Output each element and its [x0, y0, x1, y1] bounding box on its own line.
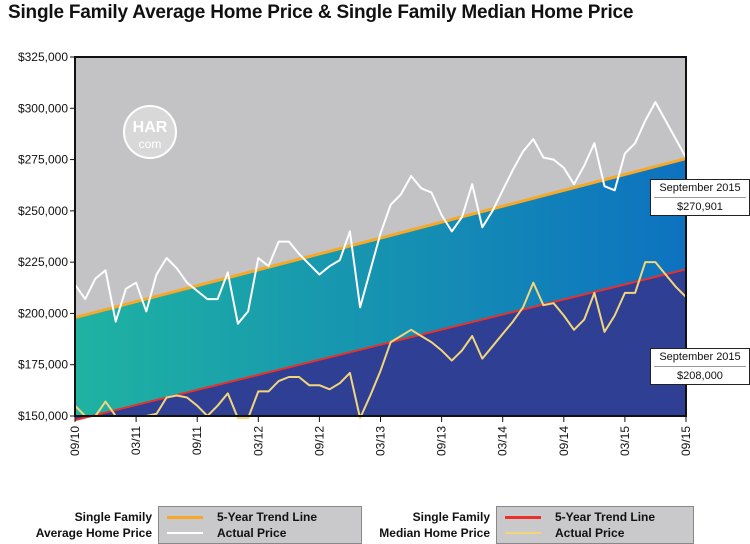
x-tick-label: 09/10	[68, 426, 82, 456]
logo-text-main: HAR	[133, 119, 168, 136]
legend-average-trend-swatch	[167, 515, 203, 519]
x-tick-label: 03/14	[496, 426, 510, 456]
legend-average-trend: 5-Year Trend Line	[167, 509, 317, 525]
page-title: Single Family Average Home Price & Singl…	[8, 2, 634, 23]
y-tick-label: $150,000	[18, 409, 68, 423]
y-tick-label: $225,000	[18, 255, 68, 269]
median-actual-line	[74, 261, 687, 420]
axes: $150,000 $175,000 $200,000 $225,000 $250,000…	[18, 50, 693, 456]
y-tick-label: $300,000	[18, 101, 68, 115]
x-tick-label: 09/12	[312, 426, 326, 456]
average-trend-line	[74, 157, 687, 319]
legend-average-title: Single Family Average Home Price	[35, 510, 152, 540]
y-tick-label: $325,000	[18, 50, 68, 64]
x-tick-label: 09/14	[557, 426, 571, 456]
logo-circle	[123, 105, 177, 159]
x-tick-label: 09/13	[435, 426, 449, 456]
legend-average-box: 5-Year Trend Line Actual Price	[158, 506, 362, 544]
callout-median: September 2015 $208,000	[650, 348, 750, 385]
x-tick-label: 03/15	[618, 426, 632, 456]
y-tick-label: $200,000	[18, 306, 68, 320]
average-actual-line	[74, 101, 687, 325]
legend-average-actual: Actual Price	[167, 525, 286, 541]
x-tick-label: 03/11	[129, 426, 143, 455]
legend-average-actual-swatch	[167, 532, 203, 534]
y-tick-label: $275,000	[18, 153, 68, 167]
callout-median-value: $208,000	[677, 370, 723, 382]
legend-median-box: 5-Year Trend Line Actual Price	[496, 506, 694, 544]
plot-area	[74, 57, 687, 422]
legend-median-trend: 5-Year Trend Line	[505, 509, 655, 525]
x-tick-label: 09/11	[190, 426, 204, 455]
legend-median-title: Single Family Median Home Price	[379, 510, 490, 540]
logo-text-sub: com	[139, 137, 162, 151]
y-tick-label: $175,000	[18, 358, 68, 372]
x-tick-label: 03/13	[374, 426, 388, 456]
legend-median-actual: Actual Price	[505, 525, 624, 541]
callout-average-value: $270,901	[677, 201, 723, 213]
callout-average: September 2015 $270,901	[650, 179, 750, 216]
legend-median-actual-swatch	[505, 532, 541, 534]
callout-average-label: September 2015	[654, 180, 746, 198]
callout-median-label: September 2015	[654, 349, 746, 367]
legend-median-trend-swatch	[505, 515, 541, 519]
x-tick-label: 03/12	[251, 426, 265, 456]
y-tick-label: $250,000	[18, 204, 68, 218]
x-tick-label: 09/15	[679, 426, 693, 456]
